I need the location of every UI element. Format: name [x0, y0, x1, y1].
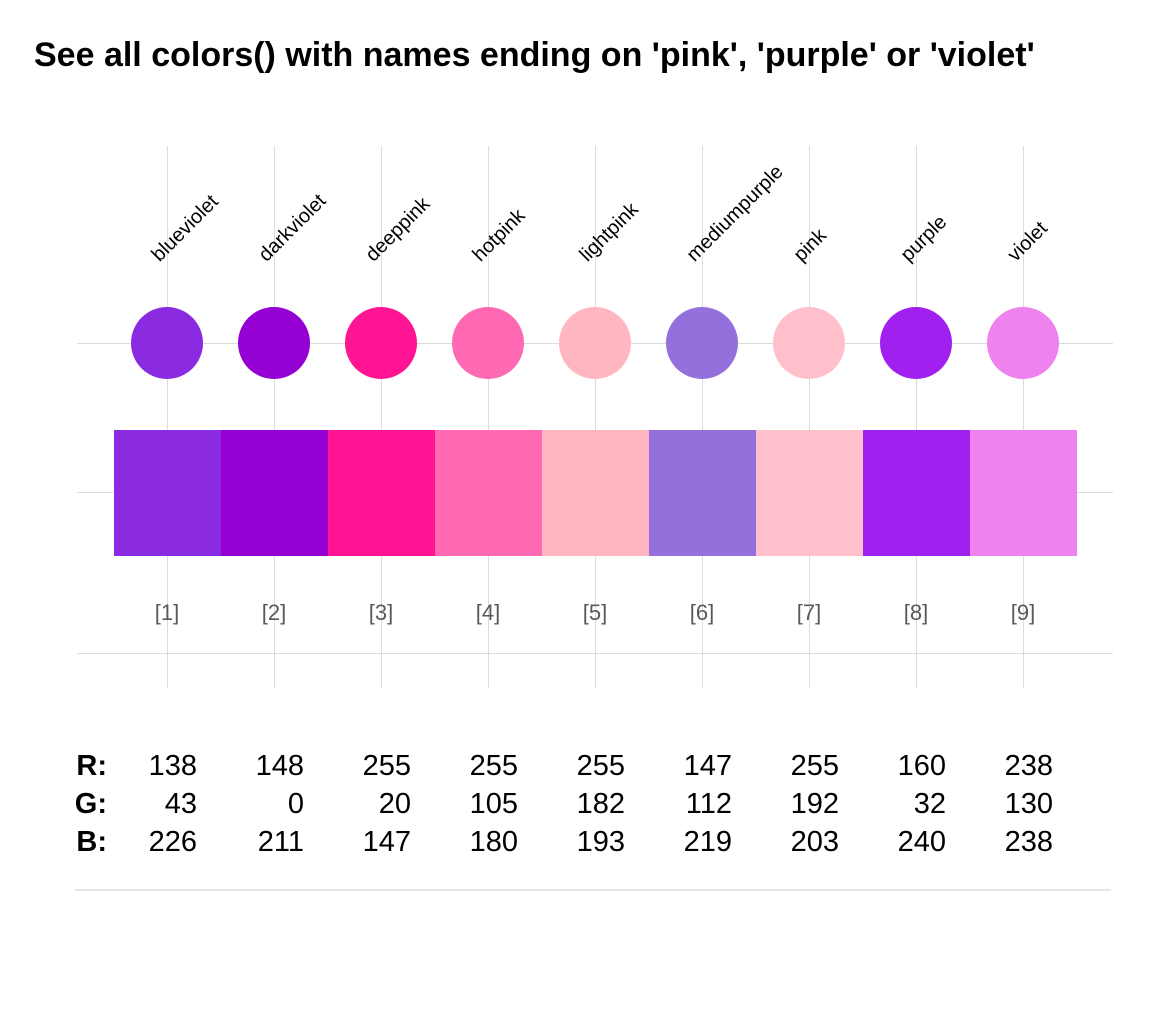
rgb-value-b: 226	[148, 826, 197, 858]
color-swatch	[970, 430, 1077, 556]
color-name-label: lightpink	[575, 198, 643, 266]
index-label: [3]	[368, 600, 394, 625]
rgb-value-b: 211	[257, 826, 304, 858]
swatch-strip	[114, 430, 1077, 556]
rgb-value-r: 238	[1004, 750, 1053, 782]
color-swatch	[756, 430, 863, 556]
index-label: [6]	[689, 600, 715, 625]
color-name-label: pink	[789, 224, 831, 266]
rgb-value-g: 112	[685, 788, 732, 820]
row-label-g: G:	[74, 788, 107, 820]
color-dot	[559, 307, 631, 379]
rgb-value-g: 105	[469, 788, 518, 820]
gridline-horizontal	[77, 653, 1113, 654]
color-name-label: mediumpurple	[682, 160, 788, 266]
row-label-b: B:	[76, 826, 107, 858]
color-swatch	[114, 430, 221, 556]
bottom-divider	[75, 889, 1111, 891]
color-name-label: purple	[896, 211, 952, 266]
color-dot	[666, 307, 738, 379]
rgb-value-g: 192	[790, 788, 839, 820]
color-name-label: violet	[1003, 217, 1053, 266]
rgb-value-r: 255	[362, 750, 411, 782]
rgb-value-b: 238	[1004, 826, 1053, 858]
rgb-value-b: 147	[362, 826, 411, 858]
color-name-label: darkviolet	[254, 189, 331, 266]
chart-title: See all colors() with names ending on 'p…	[34, 36, 1035, 74]
index-label: [2]	[261, 600, 287, 625]
color-dot	[345, 307, 417, 379]
rgb-value-b: 180	[469, 826, 518, 858]
rgb-value-b: 240	[897, 826, 946, 858]
rgb-value-b: 193	[576, 826, 625, 858]
gridline-vertical	[702, 146, 703, 688]
gridline-vertical	[1023, 146, 1024, 688]
gridline-vertical	[274, 146, 275, 688]
color-swatch	[221, 430, 328, 556]
rgb-value-r: 160	[897, 750, 946, 782]
color-dot	[238, 307, 310, 379]
color-name-label: blueviolet	[147, 190, 223, 266]
gridline-vertical	[809, 146, 810, 688]
rgb-value-r: 147	[683, 750, 732, 782]
color-dot	[452, 307, 524, 379]
rgb-value-g: 43	[164, 788, 197, 820]
color-dot	[880, 307, 952, 379]
row-label-r: R:	[76, 750, 107, 782]
color-swatch	[328, 430, 435, 556]
index-label: [9]	[1010, 600, 1036, 625]
color-swatch	[649, 430, 756, 556]
rgb-value-r: 255	[576, 750, 625, 782]
color-swatch	[863, 430, 970, 556]
rgb-value-g: 32	[913, 788, 946, 820]
color-name-label: deeppink	[361, 193, 435, 266]
rgb-value-g: 130	[1004, 788, 1053, 820]
color-dot	[987, 307, 1059, 379]
color-swatch	[542, 430, 649, 556]
index-label: [8]	[903, 600, 929, 625]
color-dot	[131, 307, 203, 379]
rgb-value-r: 148	[255, 750, 304, 782]
rgb-value-g: 182	[576, 788, 625, 820]
index-label: [1]	[154, 600, 180, 625]
rgb-value-b: 219	[683, 826, 732, 858]
rgb-value-g: 0	[287, 788, 304, 820]
color-name-label: hotpink	[468, 204, 530, 266]
gridline-vertical	[916, 146, 917, 688]
color-swatch	[435, 430, 542, 556]
rgb-value-r: 138	[148, 750, 197, 782]
rgb-value-b: 203	[790, 826, 839, 858]
index-label: [7]	[796, 600, 822, 625]
index-label: [5]	[582, 600, 608, 625]
rgb-value-r: 255	[790, 750, 839, 782]
rgb-value-r: 255	[469, 750, 518, 782]
gridline-vertical	[488, 146, 489, 688]
gridline-vertical	[167, 146, 168, 688]
index-label: [4]	[475, 600, 501, 625]
rgb-value-g: 20	[378, 788, 411, 820]
gridline-vertical	[595, 146, 596, 688]
color-dot	[773, 307, 845, 379]
gridline-vertical	[381, 146, 382, 688]
